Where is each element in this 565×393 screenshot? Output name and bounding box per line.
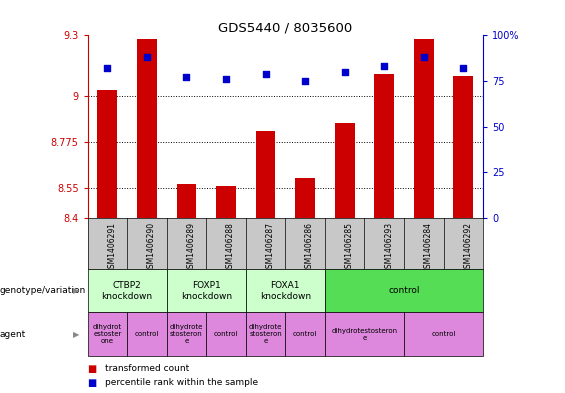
Text: control: control xyxy=(134,331,159,337)
Point xyxy=(103,65,112,72)
Bar xyxy=(325,269,483,312)
Text: FOXA1
knockdown: FOXA1 knockdown xyxy=(260,281,311,301)
Bar xyxy=(167,269,246,312)
Text: GSM1406287: GSM1406287 xyxy=(266,222,275,273)
Point xyxy=(301,78,310,84)
Text: control: control xyxy=(293,331,318,337)
Point xyxy=(459,65,468,72)
Bar xyxy=(88,269,167,312)
Text: GSM1406286: GSM1406286 xyxy=(305,222,314,273)
Text: GSM1406290: GSM1406290 xyxy=(147,222,156,273)
Bar xyxy=(414,39,434,218)
Bar xyxy=(454,76,473,218)
Text: control: control xyxy=(388,286,420,295)
Text: ▶: ▶ xyxy=(73,330,80,338)
Point xyxy=(380,63,389,70)
Text: ▶: ▶ xyxy=(73,286,80,295)
Bar xyxy=(127,312,167,356)
Text: percentile rank within the sample: percentile rank within the sample xyxy=(105,378,258,387)
Bar xyxy=(285,312,325,356)
Text: ■: ■ xyxy=(88,378,97,388)
Text: agent: agent xyxy=(0,330,26,338)
Text: FOXP1
knockdown: FOXP1 knockdown xyxy=(181,281,232,301)
Text: dihydrotestosteron
e: dihydrotestosteron e xyxy=(331,327,398,341)
Bar xyxy=(255,131,276,218)
Text: control: control xyxy=(431,331,456,337)
Bar xyxy=(246,312,285,356)
Bar xyxy=(404,312,483,356)
Bar xyxy=(246,269,325,312)
Text: GSM1406289: GSM1406289 xyxy=(186,222,195,273)
Bar xyxy=(216,185,236,218)
Text: GSM1406288: GSM1406288 xyxy=(226,222,235,273)
Bar xyxy=(334,123,355,218)
Bar xyxy=(295,178,315,218)
Text: GSM1406285: GSM1406285 xyxy=(345,222,354,273)
Text: GSM1406291: GSM1406291 xyxy=(107,222,116,273)
Bar xyxy=(176,184,197,218)
Point xyxy=(182,74,191,81)
Bar xyxy=(98,90,118,218)
Text: control: control xyxy=(214,331,238,337)
Point xyxy=(419,54,428,61)
Title: GDS5440 / 8035600: GDS5440 / 8035600 xyxy=(218,21,353,34)
Bar xyxy=(206,312,246,356)
Bar xyxy=(375,74,394,218)
Point xyxy=(142,54,151,61)
Text: GSM1406284: GSM1406284 xyxy=(424,222,433,273)
Text: dihydrote
stosteron
e: dihydrote stosteron e xyxy=(170,324,203,344)
Text: genotype/variation: genotype/variation xyxy=(0,286,86,295)
Point xyxy=(340,69,349,75)
Text: dihydrote
stosteron
e: dihydrote stosteron e xyxy=(249,324,282,344)
Point xyxy=(221,76,231,83)
Text: GSM1406293: GSM1406293 xyxy=(384,222,393,273)
Text: ■: ■ xyxy=(88,364,97,374)
Bar xyxy=(325,312,404,356)
Text: transformed count: transformed count xyxy=(105,364,189,373)
Bar xyxy=(88,312,127,356)
Text: CTBP2
knockdown: CTBP2 knockdown xyxy=(102,281,153,301)
Bar xyxy=(137,39,157,218)
Point xyxy=(261,71,270,77)
Text: dihydrot
estoster
one: dihydrot estoster one xyxy=(93,324,122,344)
Text: GSM1406292: GSM1406292 xyxy=(463,222,472,273)
Bar xyxy=(167,312,206,356)
